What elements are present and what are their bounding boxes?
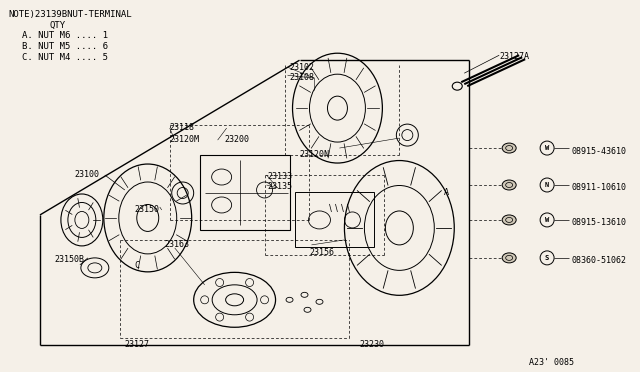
- Text: 08915-43610: 08915-43610: [571, 147, 626, 155]
- Text: W: W: [545, 145, 549, 151]
- Text: 23135: 23135: [268, 182, 292, 191]
- Ellipse shape: [502, 180, 516, 190]
- Text: 23150B: 23150B: [55, 255, 85, 264]
- Text: 23102: 23102: [289, 63, 314, 72]
- Text: W: W: [545, 217, 549, 223]
- Text: 23127: 23127: [125, 340, 150, 349]
- Text: 23127A: 23127A: [499, 52, 529, 61]
- Bar: [200, 155, 289, 230]
- Ellipse shape: [502, 215, 516, 225]
- Text: 23200: 23200: [225, 135, 250, 144]
- Text: 23120M: 23120M: [170, 135, 200, 144]
- Text: QTY: QTY: [50, 21, 66, 30]
- Text: A. NUT M6 .... 1: A. NUT M6 .... 1: [22, 31, 108, 40]
- Text: NOTE)23139BNUT-TERMINAL: NOTE)23139BNUT-TERMINAL: [8, 10, 132, 19]
- Text: A23' 0085: A23' 0085: [529, 358, 574, 367]
- Text: A: A: [444, 188, 449, 197]
- Text: 23156: 23156: [310, 248, 335, 257]
- Text: 23230: 23230: [360, 340, 385, 349]
- Text: 23108: 23108: [289, 73, 314, 82]
- Text: 23133: 23133: [268, 172, 292, 181]
- Text: 08911-10610: 08911-10610: [571, 183, 626, 192]
- Text: 23118: 23118: [170, 123, 195, 132]
- Text: S: S: [545, 255, 549, 261]
- Ellipse shape: [502, 253, 516, 263]
- Text: 23100: 23100: [75, 170, 100, 179]
- Text: 23120N: 23120N: [300, 150, 330, 159]
- Text: B. NUT M5 .... 6: B. NUT M5 .... 6: [22, 42, 108, 51]
- Text: C. NUT M4 .... 5: C. NUT M4 .... 5: [22, 53, 108, 62]
- Bar: [294, 192, 374, 247]
- Text: 08360-51062: 08360-51062: [571, 256, 626, 265]
- Ellipse shape: [502, 143, 516, 153]
- Text: 23163: 23163: [164, 240, 189, 249]
- Text: 23150: 23150: [135, 205, 160, 214]
- Text: 08915-13610: 08915-13610: [571, 218, 626, 227]
- Text: C: C: [135, 261, 140, 270]
- Text: N: N: [545, 182, 549, 188]
